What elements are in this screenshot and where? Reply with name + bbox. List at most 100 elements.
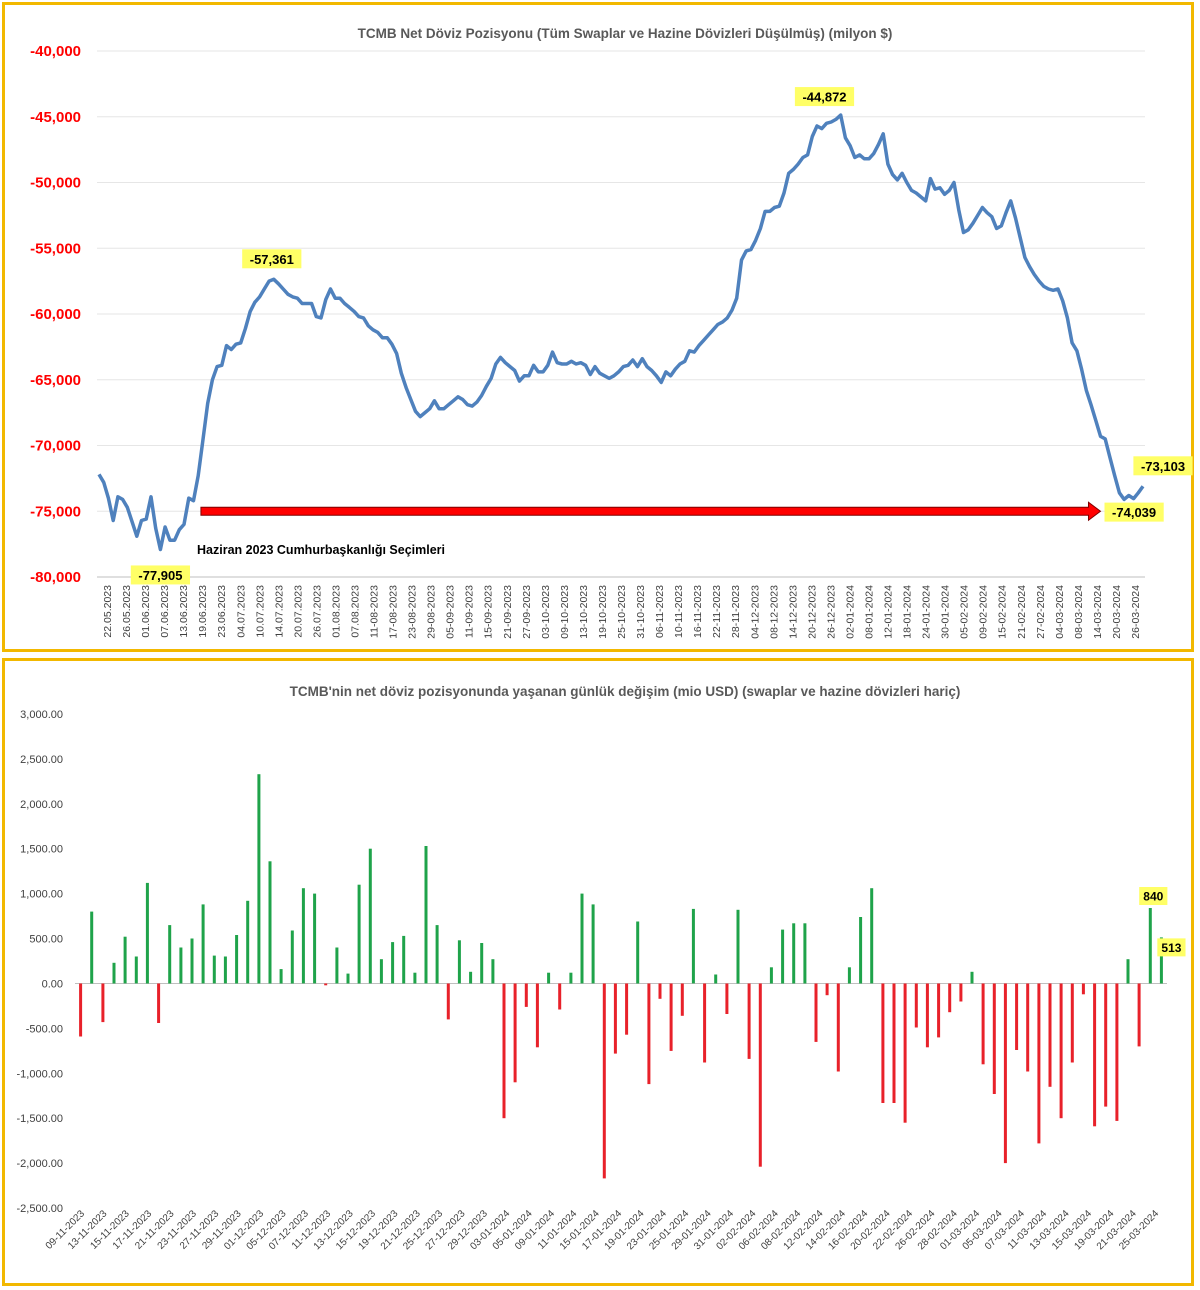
line-x-tick-label: 04-03-2024: [1054, 585, 1066, 639]
bar: [870, 888, 874, 984]
bar: [112, 962, 116, 984]
bar: [1126, 959, 1130, 984]
line-x-tick-label: 07.06.2023: [159, 585, 171, 638]
line-x-tick-label: 13-10-2023: [578, 585, 590, 639]
bar: [1093, 983, 1097, 1127]
bar-chart-title: TCMB'nin net döviz pozisyonunda yaşanan …: [290, 684, 961, 699]
bar-data-label: 513: [1157, 938, 1186, 957]
bar: [357, 884, 361, 984]
line-y-tick-label: -50,000: [30, 175, 81, 192]
bar-y-tick-label: 3,000.00: [20, 709, 63, 721]
election-arrow: [200, 501, 1102, 522]
bar: [424, 846, 428, 984]
bar-y-tick-label: 1,000.00: [20, 889, 63, 901]
line-x-tick-label: 03-10-2023: [540, 585, 552, 639]
line-chart-panel: TCMB Net Döviz Pozisyonu (Tüm Swaplar ve…: [2, 2, 1194, 652]
bar: [569, 972, 573, 984]
line-x-tick-label: 30-01-2024: [940, 585, 952, 639]
line-x-tick-label: 20.07.2023: [292, 585, 304, 638]
bar: [1059, 983, 1063, 1119]
bar-chart: TCMB'nin net döviz pozisyonunda yaşanan …: [17, 684, 1186, 1252]
line-x-tick-label: 23-08-2023: [407, 585, 419, 639]
bar: [725, 983, 729, 1014]
line-x-tick-label: 04-12-2023: [749, 585, 761, 639]
line-y-tick-label: -60,000: [30, 306, 81, 323]
bar: [602, 983, 606, 1179]
line-x-tick-label: 11-09-2023: [464, 585, 476, 638]
bar: [257, 774, 261, 984]
bar: [201, 904, 205, 984]
bar-chart-panel: TCMB'nin net döviz pozisyonunda yaşanan …: [2, 658, 1194, 1286]
data-label-background: [1157, 938, 1186, 957]
bar: [881, 983, 885, 1103]
bar: [625, 983, 629, 1035]
bar: [301, 888, 305, 984]
line-x-tick-label: 15-09-2023: [483, 585, 495, 639]
line-x-tick-label: 14-12-2023: [787, 585, 799, 639]
line-x-tick-label: 04.07.2023: [235, 585, 247, 638]
bar: [803, 923, 807, 984]
election-annotation: Haziran 2023 Cumhurbaşkanlığı Seçimleri: [197, 543, 445, 557]
line-y-tick-label: -40,000: [30, 43, 81, 60]
bar: [547, 972, 551, 984]
callout-background: [794, 87, 855, 107]
bar-data-label-text: 840: [1143, 890, 1163, 904]
bar: [335, 947, 339, 984]
bar: [847, 967, 851, 984]
bar: [703, 983, 707, 1063]
bar: [246, 900, 250, 984]
line-x-tick-label: 09-02-2024: [978, 585, 990, 639]
bar: [992, 983, 996, 1094]
bar: [268, 861, 272, 984]
line-x-tick-label: 10-11-2023: [673, 585, 685, 638]
bar: [691, 908, 695, 984]
line-x-tick-label: 02-01-2024: [844, 585, 856, 639]
bar: [457, 940, 461, 984]
line-chart: TCMB Net Döviz Pozisyonu (Tüm Swaplar ve…: [30, 26, 1193, 639]
line-x-tick-label: 21-02-2024: [1016, 585, 1028, 639]
line-y-tick-label: -80,000: [30, 569, 81, 586]
line-x-tick-label: 26-03-2024: [1130, 585, 1142, 639]
bar: [491, 959, 495, 984]
bar: [781, 929, 785, 984]
line-x-tick-label: 05-02-2024: [959, 585, 971, 639]
line-x-tick-label: 22.05.2023: [102, 585, 114, 638]
line-value-callout: -77,905: [130, 565, 191, 585]
line-x-tick-label: 01.06.2023: [140, 585, 152, 638]
bar: [480, 943, 484, 984]
bar: [814, 983, 818, 1042]
line-callout-text: -73,103: [1141, 459, 1185, 474]
bar: [290, 930, 294, 984]
bar: [669, 983, 673, 1051]
line-x-tick-label: 19-10-2023: [597, 585, 609, 639]
line-x-tick-label: 05-09-2023: [445, 585, 457, 639]
bar: [279, 969, 283, 984]
bar: [379, 959, 383, 984]
bar: [235, 935, 239, 984]
bar: [1148, 908, 1152, 984]
bar: [792, 923, 796, 984]
line-y-tick-label: -65,000: [30, 372, 81, 389]
line-x-tick-label: 20-03-2024: [1111, 585, 1123, 639]
bar: [914, 983, 918, 1028]
bar: [1003, 983, 1007, 1164]
bar-y-tick-label: 500.00: [29, 934, 63, 946]
line-x-tick-label: 29-08-2023: [426, 585, 438, 639]
bar-y-tick-label: 2,000.00: [20, 799, 63, 811]
bar: [859, 917, 863, 984]
bar-data-label-text: 513: [1161, 941, 1181, 955]
bar: [190, 938, 194, 984]
line-x-tick-label: 24-01-2024: [921, 585, 933, 639]
line-x-tick-label: 16-11-2023: [692, 585, 704, 638]
line-value-callout: -57,361: [242, 249, 302, 269]
line-series-path: [97, 113, 1145, 552]
line-x-tick-label: 01.08.2023: [330, 585, 342, 638]
bar: [391, 942, 395, 984]
data-label-background: [1139, 887, 1168, 906]
bar-y-tick-label: -1,000.00: [17, 1068, 63, 1080]
bar: [948, 983, 952, 1013]
line-value-callout: -44,872: [794, 87, 855, 107]
line-x-tick-label: 08-12-2023: [768, 585, 780, 639]
line-x-tick-label: 17-08-2023: [388, 585, 400, 639]
line-x-tick-label: 08-01-2024: [863, 585, 875, 639]
